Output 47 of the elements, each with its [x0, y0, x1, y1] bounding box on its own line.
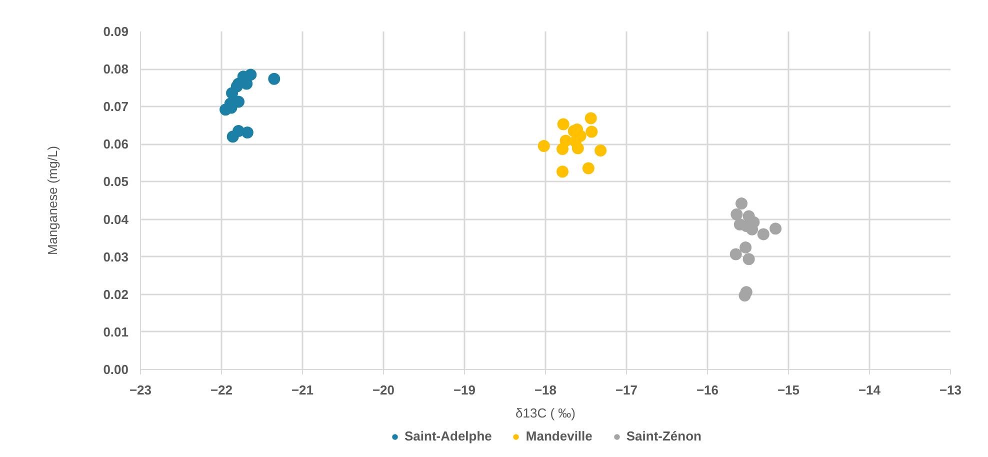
point	[226, 87, 238, 100]
point	[268, 72, 280, 85]
x-tick-label: −17	[615, 382, 638, 398]
y-tick-label: 0.08	[103, 62, 129, 77]
point	[740, 241, 752, 254]
y-tick-label: 0.07	[103, 99, 129, 114]
point	[582, 162, 594, 174]
y-tick-label: 0.05	[103, 174, 129, 190]
point	[738, 290, 751, 302]
point	[572, 142, 584, 154]
point	[584, 112, 597, 124]
x-tick-label: −23	[129, 382, 152, 398]
x-tick-label: −22	[210, 382, 233, 398]
y-axis-title: Manganese (mg/L)	[45, 146, 60, 256]
x-tick-label: −15	[777, 382, 800, 398]
x-tick-label: −13	[939, 382, 962, 398]
legend-label: Saint-Adelphe	[404, 428, 492, 444]
y-tick-label: 0.04	[103, 212, 130, 227]
point	[538, 140, 550, 152]
y-tick-label: 0.06	[103, 136, 129, 152]
point	[556, 166, 569, 178]
point	[556, 143, 569, 156]
point	[241, 126, 254, 139]
x-tick-label: −18	[534, 382, 557, 398]
y-tick-label: 0.02	[103, 286, 129, 302]
point	[742, 253, 755, 266]
legend-label: Mandeville	[526, 428, 592, 444]
point	[770, 222, 782, 235]
point	[557, 118, 570, 130]
point	[757, 228, 770, 240]
y-tick-label: 0.09	[103, 24, 129, 39]
x-tick-label: −19	[453, 382, 476, 398]
point	[586, 126, 598, 138]
point	[226, 130, 239, 143]
point	[736, 198, 748, 210]
x-axis-title: δ13C ( ‰)	[516, 406, 576, 420]
point	[730, 208, 743, 220]
point	[730, 248, 742, 260]
x-tick-label: −21	[291, 382, 314, 398]
y-tick-label: 0.01	[103, 324, 129, 340]
x-tick-label: −14	[858, 382, 882, 398]
legend-label: Saint-Zénon	[626, 428, 702, 444]
x-tick-label: −16	[696, 382, 719, 398]
y-tick-label: 0.00	[103, 362, 129, 377]
x-tick-label: −20	[372, 382, 395, 398]
y-tick-label: 0.03	[103, 249, 129, 264]
point	[594, 144, 607, 157]
